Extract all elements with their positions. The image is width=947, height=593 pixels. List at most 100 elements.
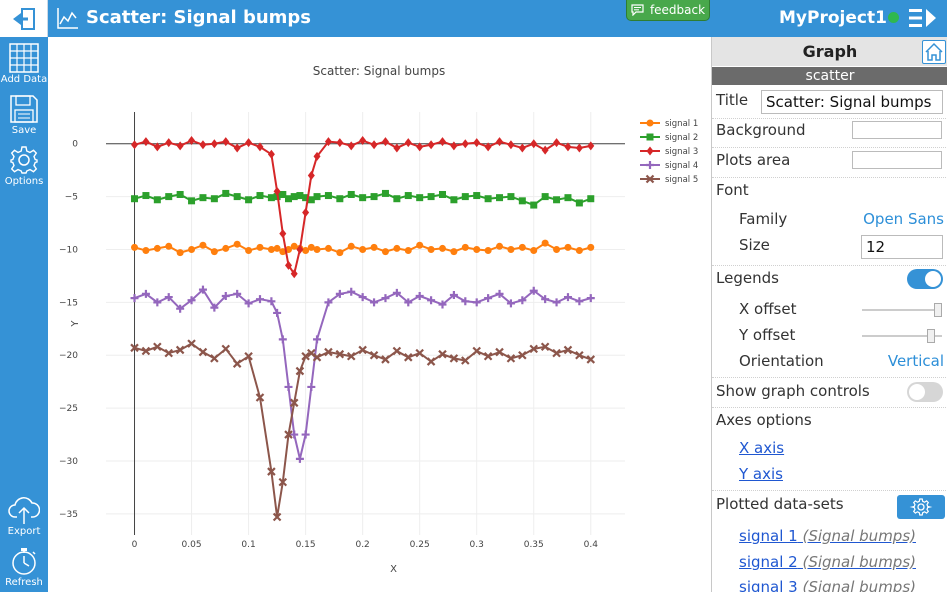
refresh-button[interactable]: Refresh <box>0 543 48 593</box>
data-point <box>518 197 526 205</box>
data-point <box>199 194 207 202</box>
divider <box>712 177 947 178</box>
orientation-select[interactable]: Vertical <box>887 352 944 370</box>
data-point <box>587 243 595 251</box>
data-point <box>472 298 481 307</box>
data-point <box>370 298 379 307</box>
dataset-link[interactable]: signal 3 (Signal bumps) <box>739 578 916 592</box>
project-name[interactable]: MyProject1 <box>779 8 887 28</box>
data-point <box>199 140 207 150</box>
data-point <box>233 289 242 298</box>
options-button[interactable]: Options <box>0 142 48 192</box>
data-point <box>307 170 315 180</box>
data-point <box>393 143 401 153</box>
data-point <box>273 308 282 317</box>
data-point <box>302 247 310 255</box>
data-point <box>404 192 412 200</box>
data-point <box>564 243 572 251</box>
data-point <box>324 244 332 252</box>
y-axis-link[interactable]: Y axis <box>739 465 783 483</box>
font-size-input[interactable]: 12 <box>861 235 943 259</box>
font-row: Font <box>712 181 947 203</box>
data-point <box>176 141 184 151</box>
gear-icon <box>10 146 38 174</box>
data-point <box>473 138 481 148</box>
datasets-settings-button[interactable] <box>897 495 945 519</box>
plot-area[interactable]: Scatter: Signal bumps 0 0.05 0.1 0.15 0.2 0.2… <box>48 37 710 592</box>
font-size-row: Size 12 <box>712 235 947 262</box>
x-offset-slider-thumb[interactable] <box>934 303 942 317</box>
connection-status-icon <box>888 12 899 23</box>
x-axis-link[interactable]: X axis <box>739 439 785 457</box>
data-point <box>307 243 315 251</box>
home-button[interactable] <box>922 40 946 64</box>
data-point <box>495 289 504 298</box>
save-button[interactable]: Save <box>0 91 48 141</box>
data-point <box>307 196 315 204</box>
data-point <box>210 303 219 312</box>
data-point <box>369 350 379 360</box>
data-point <box>575 297 584 306</box>
data-point <box>142 192 150 200</box>
data-point <box>233 240 241 248</box>
data-point <box>483 352 493 361</box>
data-point <box>416 241 424 249</box>
data-point <box>245 196 253 204</box>
add-data-button[interactable]: Add Data <box>0 40 48 90</box>
plotted-datasets-row: Plotted data-sets <box>712 495 947 521</box>
font-label: Font <box>716 181 749 199</box>
data-point <box>131 140 139 150</box>
data-point <box>233 143 241 153</box>
export-button[interactable]: Export <box>0 492 48 542</box>
font-family-select[interactable]: Open Sans <box>863 210 944 228</box>
x-axis-label: X <box>390 564 397 575</box>
graph-settings-panel: Graph scatter Title Scatter: Signal bump… <box>711 37 947 592</box>
show-controls-toggle[interactable] <box>907 382 943 402</box>
title-input[interactable]: Scatter: Signal bumps <box>761 90 943 114</box>
data-point <box>290 430 299 439</box>
data-point <box>153 298 162 307</box>
data-point <box>563 345 573 355</box>
data-point <box>472 346 481 356</box>
background-color-picker[interactable] <box>852 121 942 139</box>
data-point <box>335 349 345 359</box>
dataset-link[interactable]: signal 2 (Signal bumps) <box>739 553 916 571</box>
data-point <box>336 138 344 148</box>
data-point <box>518 143 526 153</box>
data-point <box>370 193 378 201</box>
legends-label: Legends <box>716 269 779 287</box>
feedback-button[interactable]: feedback <box>626 0 710 21</box>
data-point <box>142 247 150 255</box>
data-point <box>449 354 459 363</box>
dataset-name: signal 1 <box>739 527 798 545</box>
data-point <box>518 243 526 251</box>
left-sidebar: Add Data Save Options Export <box>0 37 48 592</box>
y-tick-label: −5 <box>65 193 78 203</box>
y-offset-slider-thumb[interactable] <box>926 329 935 343</box>
data-point <box>484 294 493 303</box>
divider <box>712 377 947 378</box>
x-offset-slider[interactable] <box>862 303 942 317</box>
dataset-link[interactable]: signal 1 (Signal bumps) <box>739 527 916 545</box>
plots-area-color-picker[interactable] <box>852 151 942 169</box>
data-point <box>221 292 230 301</box>
data-point <box>176 249 184 257</box>
data-point <box>370 140 378 150</box>
data-point <box>267 245 275 253</box>
data-point <box>450 248 458 256</box>
menu-expand-icon[interactable] <box>908 7 938 29</box>
panel-header: Graph <box>712 37 947 66</box>
legends-toggle[interactable] <box>907 269 943 289</box>
y-offset-slider[interactable] <box>862 329 942 343</box>
dataset-source: (Signal bumps) <box>802 527 916 545</box>
data-point <box>244 299 253 308</box>
data-point <box>541 295 550 304</box>
plotted-datasets-label: Plotted data-sets <box>716 495 844 513</box>
exit-app-icon[interactable] <box>0 0 48 37</box>
x-tick-label: 0.2 <box>355 540 369 550</box>
data-point <box>176 190 184 198</box>
scatter-chart[interactable]: 0 0.05 0.1 0.15 0.2 0.25 0.3 0.35 0.4 0 −5 −10 −15 −2… <box>48 37 710 592</box>
data-point <box>222 244 230 252</box>
data-point <box>473 192 481 200</box>
data-point <box>153 342 162 352</box>
